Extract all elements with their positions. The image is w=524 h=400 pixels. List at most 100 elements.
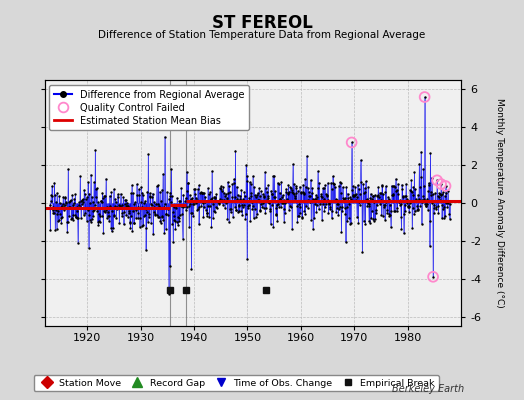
Point xyxy=(290,180,298,187)
Point xyxy=(269,194,278,201)
Point xyxy=(420,183,428,190)
Point xyxy=(120,209,128,215)
Point xyxy=(289,161,297,168)
Point xyxy=(253,210,261,217)
Point xyxy=(97,198,105,204)
Point xyxy=(148,194,157,200)
Point xyxy=(430,202,439,208)
Point xyxy=(432,206,440,212)
Point xyxy=(192,194,200,201)
Point xyxy=(158,214,167,220)
Point xyxy=(344,215,353,222)
Point xyxy=(233,195,242,202)
Point xyxy=(322,192,331,199)
Point xyxy=(427,192,435,198)
Point xyxy=(52,226,61,232)
Point xyxy=(203,210,212,216)
Point xyxy=(92,194,100,200)
Point xyxy=(425,182,433,188)
Point xyxy=(431,190,440,197)
Point xyxy=(87,219,95,226)
Point xyxy=(266,206,274,212)
Point xyxy=(312,192,320,198)
Point xyxy=(374,192,382,198)
Point xyxy=(195,198,204,204)
Point xyxy=(158,186,166,193)
Point xyxy=(119,194,127,200)
Point xyxy=(174,217,183,224)
Point xyxy=(170,212,178,219)
Point xyxy=(230,176,238,182)
Point xyxy=(276,196,285,202)
Point xyxy=(280,197,289,204)
Point xyxy=(217,183,225,190)
Point xyxy=(118,205,127,211)
Point xyxy=(416,184,424,191)
Point xyxy=(274,200,282,207)
Point xyxy=(75,204,84,210)
Point xyxy=(411,198,420,204)
Point xyxy=(211,194,219,201)
Point xyxy=(408,189,416,195)
Point xyxy=(314,168,322,175)
Point xyxy=(208,224,216,230)
Point xyxy=(151,211,159,218)
Point xyxy=(272,211,281,217)
Point xyxy=(281,210,289,216)
Point xyxy=(64,166,72,172)
Point xyxy=(350,192,358,199)
Point xyxy=(420,94,429,100)
Point xyxy=(190,201,198,207)
Point xyxy=(220,196,228,203)
Point xyxy=(200,190,209,196)
Point xyxy=(358,198,366,204)
Point xyxy=(61,195,70,201)
Point xyxy=(302,153,311,159)
Point xyxy=(128,227,136,234)
Point xyxy=(298,214,306,220)
Point xyxy=(59,201,67,207)
Point xyxy=(54,208,62,214)
Point xyxy=(68,192,77,198)
Point xyxy=(104,212,113,219)
Point xyxy=(425,243,434,249)
Point xyxy=(213,205,222,211)
Point xyxy=(212,204,220,210)
Point xyxy=(176,198,184,204)
Point xyxy=(238,204,247,210)
Point xyxy=(329,186,337,192)
Point xyxy=(381,188,390,195)
Point xyxy=(190,186,199,192)
Point xyxy=(129,220,138,226)
Point xyxy=(328,215,336,221)
Point xyxy=(110,186,118,192)
Point xyxy=(302,184,310,190)
Point xyxy=(162,211,171,218)
Point xyxy=(192,200,201,206)
Point xyxy=(95,219,104,225)
Point xyxy=(116,190,125,197)
Point xyxy=(360,190,368,196)
Point xyxy=(302,203,310,210)
Point xyxy=(107,228,116,234)
Point xyxy=(286,184,294,191)
Point xyxy=(93,219,102,225)
Point xyxy=(428,174,436,181)
Point xyxy=(406,187,414,193)
Point xyxy=(124,202,133,209)
Point xyxy=(403,196,411,202)
Point xyxy=(337,204,346,210)
Point xyxy=(86,216,94,223)
Point xyxy=(114,191,122,198)
Point xyxy=(133,181,141,188)
Point xyxy=(206,197,215,204)
Point xyxy=(311,201,319,207)
Point xyxy=(299,190,308,196)
Point xyxy=(52,199,60,205)
Point xyxy=(389,190,398,197)
Point xyxy=(350,192,358,198)
Point xyxy=(304,185,313,192)
Point xyxy=(92,185,101,191)
Point xyxy=(402,181,410,187)
Point xyxy=(316,198,325,204)
